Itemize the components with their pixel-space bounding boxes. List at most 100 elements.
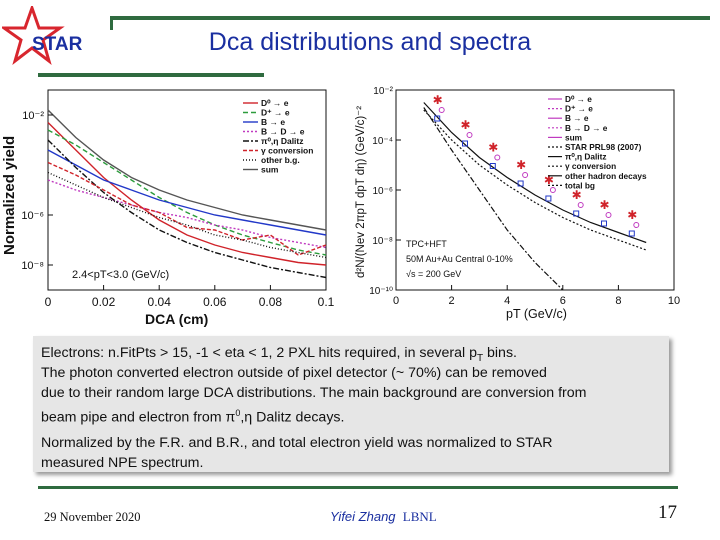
- dca-xtick-label: 0.06: [203, 295, 227, 309]
- spectra-b-point: [601, 220, 607, 227]
- spectra-b-point: [628, 230, 635, 237]
- star-logo: STAR: [2, 6, 82, 65]
- dca-series-line: [47, 109, 327, 231]
- spectra-xlabel: pT (GeV/c): [506, 307, 567, 321]
- dca-annotation: 2.4<pT<3.0 (GeV/c): [72, 269, 169, 281]
- dca-legend-label: π⁰,η Dalitz: [261, 136, 304, 146]
- dca-xtick-label: 0.08: [259, 295, 283, 309]
- spectra-star-point: ✱: [572, 188, 582, 202]
- spectra-legend-label: B → D → e: [565, 123, 608, 133]
- dca-ytick-label: 10⁻²: [22, 110, 44, 122]
- spectra-ytick-label: 10⁻¹⁰: [369, 286, 393, 297]
- spectra-legend-label: D⁺ → e: [565, 104, 593, 114]
- spectra-legend-label: STAR PRL98 (2007): [565, 142, 642, 152]
- dca-series-line: [47, 161, 327, 256]
- spectra-legend-label: π⁰,η Dalitz: [565, 152, 607, 162]
- spectra-curve: [423, 102, 647, 244]
- spectra-ytick-label: 10⁻⁸: [372, 236, 393, 247]
- spectra-b-point: [462, 140, 468, 147]
- slide-title: Dca distributions and spectra: [208, 28, 532, 56]
- spectra-b-point: [573, 210, 580, 217]
- spectra-ytick-label: 10⁻⁶: [372, 186, 393, 197]
- spectra-d0-point: [438, 107, 445, 113]
- dca-legend-label: B → e: [261, 117, 285, 127]
- dca-xtick-label: 0.04: [148, 295, 172, 309]
- spectra-d0-point: [466, 132, 473, 138]
- dca-xtick-label: 0.1: [318, 295, 335, 309]
- spectra-chart: ✱ ✱ ✱ ✱ ✱ ✱ ✱ ✱ 0 2 4 6 8 10 10⁻² 10⁻⁴ 10⁻⁶ 10⁻⁸ 10⁻¹⁰ d…: [355, 86, 680, 321]
- desc-line-2: The photon converted electron outside of…: [41, 365, 547, 381]
- dca-legend-label: B → D → e: [261, 127, 305, 137]
- dca-series-line: [47, 179, 327, 249]
- spectra-curve: [423, 107, 564, 291]
- dca-legend-label: other b.g.: [261, 155, 300, 165]
- dca-legend-label: D⁺ → e: [261, 108, 290, 118]
- footer-author: Yifei Zhang LBNL: [330, 509, 437, 524]
- spectra-star-point: ✱: [599, 198, 609, 212]
- spectra-legend-label: B → e: [565, 113, 589, 123]
- desc-line-1: Electrons: n.FitPts > 15, -1 < eta < 1, …: [41, 345, 517, 364]
- spectra-xtick-label: 4: [504, 295, 510, 307]
- spectra-star-point: ✱: [488, 141, 498, 155]
- spectra-xtick-label: 2: [449, 295, 455, 307]
- spectra-b-point: [545, 195, 552, 202]
- dca-ylabel: Normalized yield: [1, 136, 18, 255]
- spectra-annotation: TPC+HFT: [406, 239, 447, 249]
- page-number: 17: [658, 502, 677, 523]
- spectra-d0-point: [633, 222, 640, 228]
- spectra-star-point: ✱: [544, 173, 554, 187]
- spectra-star-point: ✱: [433, 93, 443, 107]
- spectra-d0-point: [522, 172, 529, 178]
- spectra-star-point: ✱: [516, 158, 526, 172]
- spectra-annotation: √s = 200 GeV: [406, 269, 461, 279]
- spectra-b-point: [517, 180, 524, 187]
- spectra-d0-point: [577, 202, 584, 208]
- spectra-ylabel: d²N/(Nev 2πpT dpT dη) (GeV/c)⁻²: [355, 106, 367, 278]
- top-rule-corner: [110, 16, 113, 30]
- spectra-legend-label: D⁰ → e: [565, 94, 592, 104]
- dca-legend-label: sum: [261, 165, 279, 175]
- dca-xtick-label: 0.02: [92, 295, 116, 309]
- spectra-curve: [423, 109, 647, 251]
- spectra-star-point: ✱: [460, 118, 470, 132]
- desc-line-5: Normalized by the F.R. and B.R., and tot…: [41, 435, 553, 451]
- desc-line-3: due to their random large DCA distributi…: [41, 385, 587, 401]
- dca-xlabel: DCA (cm): [145, 311, 208, 327]
- spectra-xtick-label: 8: [615, 295, 621, 307]
- spectra-legend-label: total bg: [565, 180, 595, 190]
- spectra-ytick-label: 10⁻⁴: [372, 136, 393, 147]
- spectra-xtick-label: 10: [668, 295, 680, 307]
- spectra-xtick-label: 0: [393, 295, 399, 307]
- desc-line-6: measured NPE spectrum.: [41, 455, 204, 471]
- dca-series-line: [47, 139, 327, 279]
- dca-ytick-label: 10⁻⁶: [21, 210, 44, 222]
- logo-underline: [38, 73, 264, 77]
- dca-plot-frame: [47, 89, 327, 291]
- description-box: Electrons: n.FitPts > 15, -1 < eta < 1, …: [33, 336, 669, 472]
- dca-legend-label: D⁰ → e: [261, 98, 289, 108]
- spectra-ytick-label: 10⁻²: [373, 86, 393, 97]
- spectra-xtick-label: 6: [560, 295, 566, 307]
- dca-series-line: [47, 129, 327, 256]
- desc-line-4: beam pipe and electron from π0,η Dalitz …: [41, 408, 345, 426]
- footer-rule: [38, 486, 678, 489]
- spectra-d0-point: [494, 154, 501, 161]
- spectra-annotation: 50M Au+Au Central 0-10%: [406, 254, 513, 264]
- footer-date: 29 November 2020: [44, 510, 141, 524]
- logo-text: STAR: [32, 34, 82, 55]
- dca-series-line: [47, 149, 327, 236]
- dca-legend-label: γ conversion: [261, 146, 313, 156]
- spectra-legend-label: other hadron decays: [565, 171, 647, 181]
- dca-xtick-label: 0: [45, 295, 52, 309]
- dca-ytick-label: 10⁻⁸: [21, 260, 44, 272]
- dca-chart: 0 0.02 0.04 0.06 0.08 0.1 10⁻² 10⁻⁶ 10⁻⁸ Normal…: [1, 89, 335, 327]
- spectra-b-point: [434, 115, 441, 122]
- spectra-legend-label: γ conversion: [565, 161, 616, 171]
- top-rule: [110, 16, 710, 20]
- spectra-star-point: ✱: [627, 208, 637, 222]
- dca-series-line: [47, 122, 327, 266]
- spectra-d0-point: [549, 187, 556, 193]
- spectra-b-point: [489, 163, 496, 169]
- spectra-legend-label: sum: [565, 132, 582, 142]
- spectra-d0-point: [605, 212, 612, 218]
